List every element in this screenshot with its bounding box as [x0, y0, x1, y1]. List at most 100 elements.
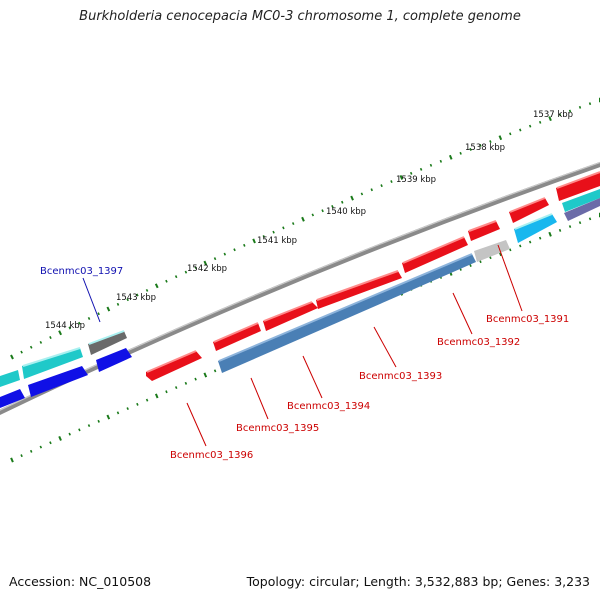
ruler-tick	[448, 154, 453, 160]
ruler-tick	[136, 293, 139, 297]
ruler-tick	[136, 402, 139, 406]
ruler-tick	[213, 257, 217, 261]
gene-label-1392[interactable]: Bcenmc03_1392	[437, 337, 520, 348]
ruler-tick	[558, 228, 562, 232]
ruler-tick	[174, 275, 178, 279]
ruler-tick	[548, 116, 552, 122]
page-title: Burkholderia cenocepacia MC0-3 chromosom…	[79, 9, 521, 24]
ruler-tick	[10, 457, 14, 463]
ruler-label: 1540 kbp	[326, 207, 366, 217]
gene-label-1395[interactable]: Bcenmc03_1395	[236, 423, 319, 434]
ruler-tick	[184, 270, 188, 274]
cds-arrow-1400[interactable]	[0, 370, 20, 387]
ruler-tick	[439, 159, 443, 163]
ruler-tick	[370, 188, 373, 192]
ruler-label: 1538 kbp	[465, 143, 505, 153]
ruler-tick	[126, 298, 129, 302]
ruler-label: 1543 kbp	[116, 293, 156, 303]
ruler-tick	[489, 256, 492, 260]
ruler-label: 1544 kbp	[45, 321, 85, 331]
ruler-tick	[509, 248, 512, 252]
gene-label-1396[interactable]: Bcenmc03_1396	[170, 450, 253, 461]
gene-label-1394[interactable]: Bcenmc03_1394	[287, 401, 370, 412]
ruler-tick	[10, 354, 14, 360]
ruler-tick	[568, 109, 572, 113]
gene-label-1397[interactable]: Bcenmc03_1397	[40, 266, 123, 277]
outer-tick-marks	[10, 97, 600, 360]
ruler-tick	[409, 171, 413, 175]
cds-shading-blue	[218, 253, 473, 362]
ruler-tick	[262, 235, 266, 239]
ruler-tick	[588, 102, 592, 106]
ruler-tick	[58, 330, 62, 336]
ruler-label: 1537 kbp	[533, 110, 573, 120]
cds-arrow-1399[interactable]	[22, 348, 83, 379]
ruler-tick	[97, 419, 100, 423]
accession-text: Accession: NC_010508	[9, 574, 152, 589]
ruler-tick	[194, 266, 197, 270]
cds-arrow-light-blue[interactable]	[514, 214, 557, 243]
ruler-tick	[528, 124, 532, 128]
ruler-tick	[126, 407, 129, 411]
chromosome-backbone	[0, 161, 600, 415]
gene-label-1391[interactable]: Bcenmc03_1391	[486, 314, 569, 325]
cds-arrow-slate-right[interactable]	[564, 198, 600, 221]
cds-arrow-1392[interactable]	[402, 237, 468, 273]
gene-label-1393[interactable]: Bcenmc03_1393	[359, 371, 442, 382]
ruler-tick	[469, 264, 472, 267]
ruler-tick	[519, 244, 522, 248]
ruler-tick	[578, 105, 582, 109]
cds-arrow-1395[interactable]	[213, 323, 261, 351]
cds-arrow-dark-blue-3[interactable]	[0, 389, 25, 408]
ruler-tick	[479, 260, 482, 264]
ruler-label: 1541 kbp	[257, 236, 297, 246]
ruler-tick	[203, 372, 208, 378]
ruler-tick	[58, 435, 62, 441]
ruler-tick	[399, 175, 404, 180]
ruler-tick	[509, 132, 512, 136]
ruler-tick	[380, 184, 383, 188]
ruler-tick	[538, 236, 542, 240]
cds-bar-light-gray[interactable]	[474, 240, 510, 262]
ruler-tick	[558, 113, 562, 117]
cds-arrow-1391[interactable]	[468, 221, 500, 241]
cds-bar-blue-long[interactable]	[218, 254, 476, 373]
ruler-tick	[301, 216, 305, 222]
ruler-tick	[39, 340, 43, 344]
cds-arrow-1390[interactable]	[509, 198, 549, 223]
ruler-tick	[291, 222, 295, 226]
ruler-label: 1539 kbp	[396, 175, 436, 185]
ruler-tick	[311, 213, 315, 217]
ruler-tick	[68, 326, 72, 330]
ruler-tick	[39, 445, 43, 449]
ruler-tick	[194, 377, 197, 381]
ruler-tick	[272, 230, 275, 234]
ruler-tick	[87, 316, 91, 320]
ruler-tick	[321, 209, 324, 213]
ruler-label: 1542 kbp	[187, 264, 227, 274]
cds-arrow-cyan-right[interactable]	[562, 189, 600, 212]
ruler-tick	[145, 398, 149, 402]
cds-arrow-1393[interactable]	[316, 271, 402, 309]
cds-arrow-dark-blue-2[interactable]	[28, 366, 88, 397]
ruler-tick	[174, 386, 178, 390]
ruler-tick	[243, 243, 246, 247]
cds-features	[0, 171, 600, 408]
ruler-tick	[489, 140, 492, 144]
ruler-tick	[233, 248, 236, 252]
ruler-tick	[154, 393, 159, 399]
cds-arrow-1398[interactable]	[88, 331, 127, 355]
cds-arrow-1389[interactable]	[556, 172, 600, 201]
cds-arrow-1394[interactable]	[263, 302, 318, 331]
ruler-tick	[479, 144, 482, 147]
ruler-tick	[350, 195, 354, 201]
ruler-tick	[282, 226, 285, 230]
cds-shading-cyan	[22, 213, 553, 367]
cds-arrow-dark-blue-1[interactable]	[96, 348, 132, 372]
gene-leader-lines	[82, 244, 523, 447]
ruler-tick	[390, 180, 393, 183]
ruler-tick	[538, 120, 542, 124]
ruler-tick	[578, 221, 582, 225]
ruler-tick	[165, 279, 168, 283]
cds-arrow-1396[interactable]	[146, 351, 202, 381]
